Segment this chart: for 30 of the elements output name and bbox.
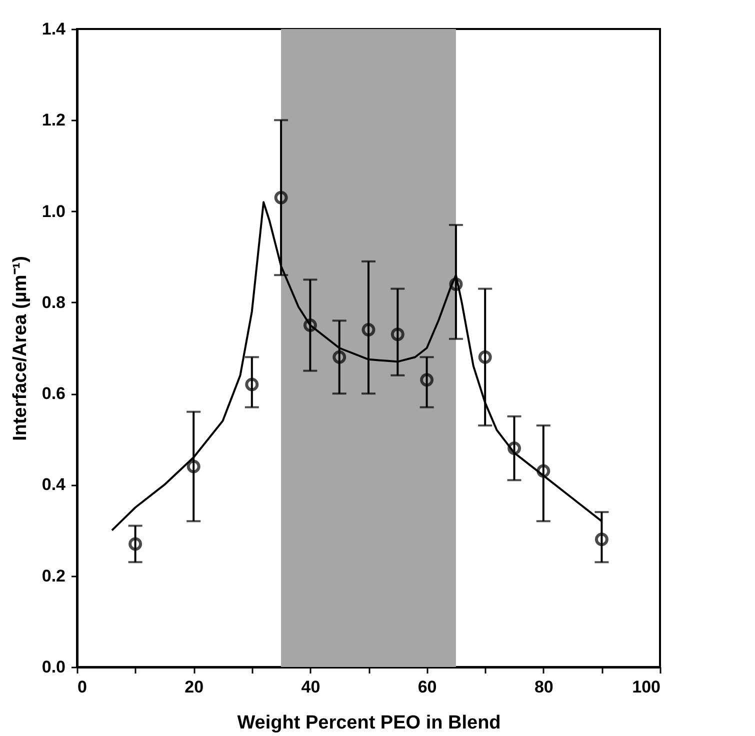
y-tick-label: 1.0	[42, 202, 66, 221]
point	[274, 190, 288, 204]
point	[362, 323, 376, 337]
x-tick-label: 100	[632, 678, 660, 696]
y-axis-title: Interface/Area (µm⁻¹)	[10, 256, 31, 441]
point	[186, 460, 200, 474]
point	[536, 464, 550, 478]
point	[420, 373, 434, 387]
y-tick-label: 0.8	[42, 292, 66, 312]
x-tick-label: 40	[301, 678, 320, 696]
point	[449, 277, 463, 291]
y-tick-label: 1.2	[42, 110, 66, 130]
y-tick-label: 0.2	[42, 566, 66, 586]
point	[390, 328, 404, 342]
point	[128, 537, 142, 551]
y-tick-label: 0.0	[42, 658, 66, 676]
y-tick-label: 0.4	[42, 475, 66, 494]
x-tick-label: 60	[418, 678, 437, 696]
point	[245, 378, 259, 392]
point	[332, 350, 346, 364]
point	[508, 442, 521, 455]
point	[303, 318, 317, 332]
point	[478, 350, 492, 364]
y-tick-label: 0.6	[42, 384, 66, 404]
point	[594, 532, 608, 546]
y-tick-label: 1.4	[42, 20, 66, 38]
x-axis-title: Weight Percent PEO in Blend	[237, 712, 501, 734]
x-tick-label: 80	[534, 678, 554, 696]
x-tick-label: 20	[184, 678, 204, 696]
x-tick-label: 0	[78, 678, 87, 696]
